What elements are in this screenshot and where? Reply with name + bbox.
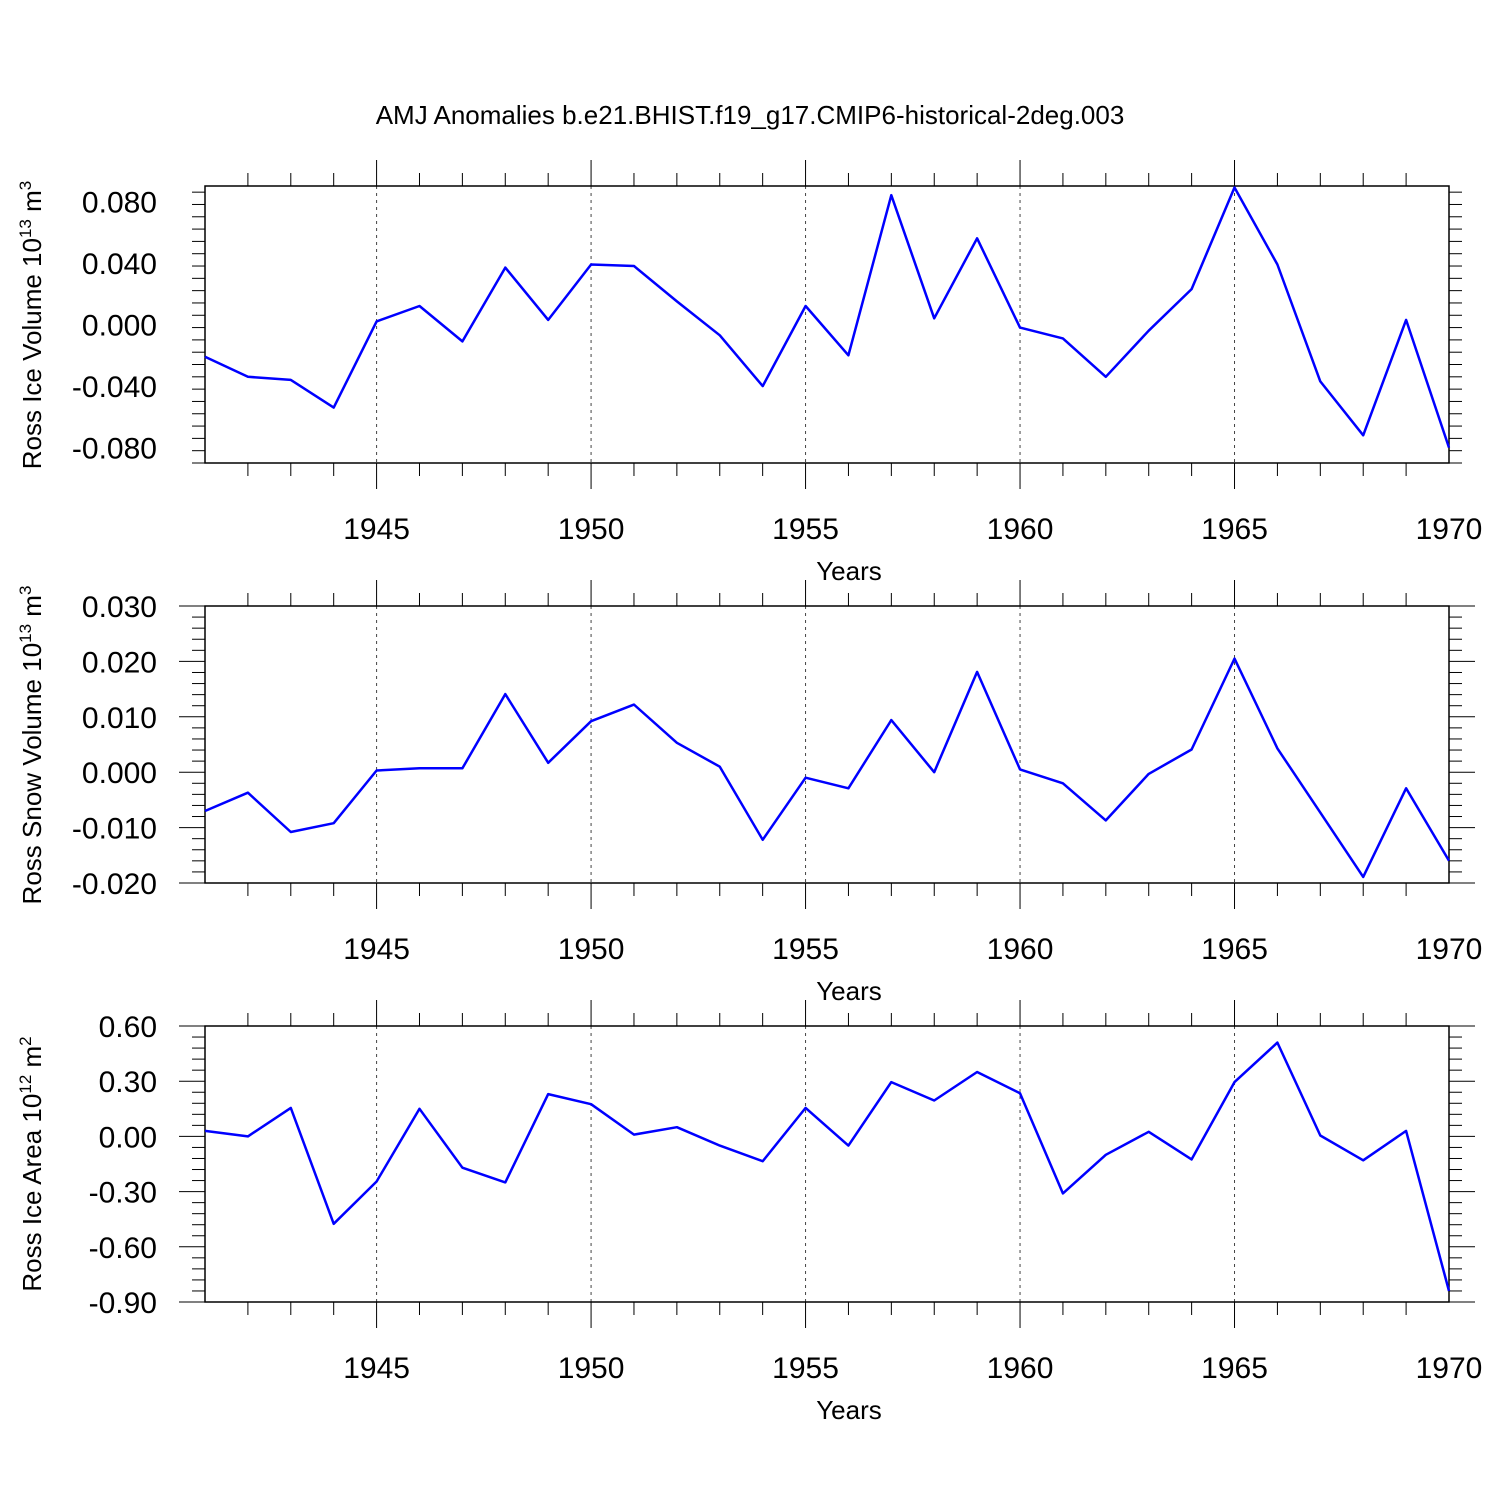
y-tick-label: -0.010 xyxy=(72,813,157,846)
x-tick-label: 1945 xyxy=(343,933,410,966)
x-tick-label: 1970 xyxy=(1416,1352,1483,1385)
x-tick-label: 1960 xyxy=(987,1352,1054,1385)
y-tick-label: -0.020 xyxy=(72,868,157,901)
plot-frame xyxy=(204,185,1450,464)
x-tick-label: 1965 xyxy=(1201,933,1268,966)
x-tick-label: 1945 xyxy=(343,513,410,546)
x-tick-label: 1970 xyxy=(1416,513,1483,546)
x-tick-label: 1950 xyxy=(558,1352,625,1385)
panel-2: -0.020 -0.010 0.000 0.010 0.020 0.030 1945 1950… xyxy=(16,580,1482,1006)
x-axis-label: Years xyxy=(816,556,882,586)
y-tick-label: 0.00 xyxy=(99,1121,157,1154)
series-line xyxy=(204,186,1451,448)
y-tick-label: 0.020 xyxy=(82,646,157,679)
x-axis-label: Years xyxy=(816,1395,882,1425)
y-tick-label: 0.030 xyxy=(82,591,157,624)
y-tick-label: -0.90 xyxy=(89,1287,157,1320)
y-tick-label: 0.080 xyxy=(82,186,157,219)
plot-frame xyxy=(204,605,1450,884)
y-tick-label: 0.010 xyxy=(82,702,157,735)
x-tick-label: 1955 xyxy=(772,1352,839,1385)
plot-frame xyxy=(204,1025,1450,1303)
series-line xyxy=(204,1041,1451,1292)
y-axis-label: Ross Ice Area 1012 m2 xyxy=(16,1036,47,1291)
y-axis-label: Ross Ice Volume 1013 m3 xyxy=(16,181,47,470)
y-tick-label: 0.30 xyxy=(99,1066,157,1099)
figure-title: AMJ Anomalies b.e21.BHIST.f19_g17.CMIP6-… xyxy=(376,100,1125,130)
x-tick-label: 1950 xyxy=(558,513,625,546)
x-tick-label: 1945 xyxy=(343,1352,410,1385)
panel-3: -0.90 -0.60 -0.30 0.00 0.30 0.60 1945 1950 1955 1… xyxy=(16,1000,1482,1425)
panel-1: -0.080 -0.040 0.000 0.040 0.080 1945 1950 1955 1… xyxy=(16,160,1482,586)
y-tick-label: -0.60 xyxy=(89,1232,157,1265)
x-tick-label: 1965 xyxy=(1201,1352,1268,1385)
x-tick-label: 1955 xyxy=(772,513,839,546)
y-tick-label: 0.60 xyxy=(99,1011,157,1044)
x-tick-label: 1950 xyxy=(558,933,625,966)
x-tick-label: 1960 xyxy=(987,933,1054,966)
y-tick-label: 0.000 xyxy=(82,310,157,343)
panels-group: -0.080 -0.040 0.000 0.040 0.080 1945 1950 1955 1… xyxy=(16,160,1482,1425)
y-tick-label: 0.000 xyxy=(82,757,157,790)
y-tick-label: 0.040 xyxy=(82,248,157,281)
x-axis-label: Years xyxy=(816,976,882,1006)
y-axis-label: Ross Snow Volume 1013 m3 xyxy=(16,586,47,905)
y-tick-label: -0.040 xyxy=(72,371,157,404)
x-tick-label: 1970 xyxy=(1416,933,1483,966)
x-tick-label: 1965 xyxy=(1201,513,1268,546)
series-line xyxy=(204,657,1451,879)
x-tick-label: 1960 xyxy=(987,513,1054,546)
x-tick-label: 1955 xyxy=(772,933,839,966)
y-tick-label: -0.080 xyxy=(72,433,157,466)
y-tick-label: -0.30 xyxy=(89,1177,157,1210)
